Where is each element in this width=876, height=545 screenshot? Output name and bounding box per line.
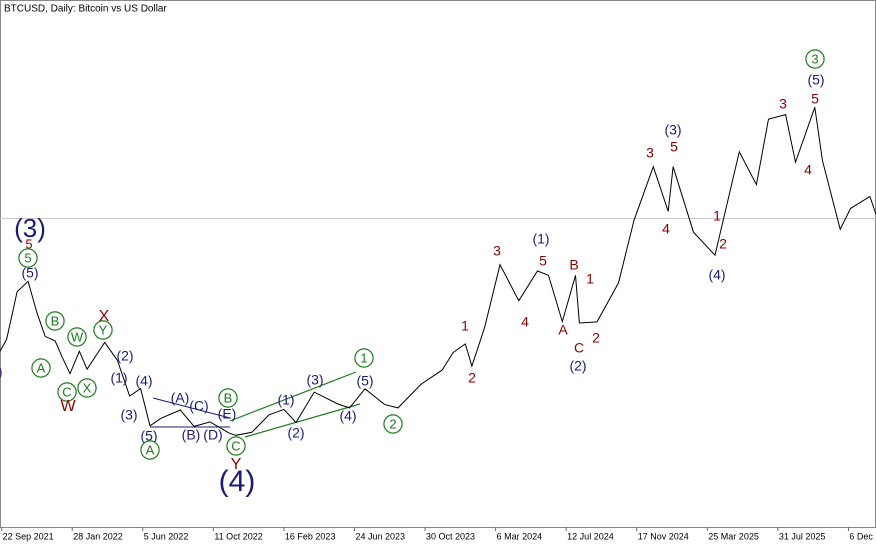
trend-line <box>152 397 231 419</box>
wave-label: (D) <box>203 427 222 443</box>
wave-label: 2 <box>389 416 396 431</box>
x-tick-label: 6 Mar 2024 <box>497 531 543 541</box>
wave-circle <box>57 382 77 402</box>
wave-label: 3 <box>646 145 654 161</box>
wave-circle <box>77 378 97 398</box>
wave-label: (1) <box>532 231 549 247</box>
wave-label: (5) <box>356 373 373 389</box>
wave-label: W <box>60 398 76 415</box>
wave-label: Y <box>231 456 242 473</box>
wave-label: C <box>574 340 584 356</box>
wave-label: Y <box>99 322 108 337</box>
wave-circle <box>67 327 87 347</box>
price-line <box>0 107 876 436</box>
trend-line <box>229 371 357 422</box>
wave-label: (C) <box>189 398 208 414</box>
x-tick-label: 12 Jul 2024 <box>567 531 614 541</box>
wave-label: 4 <box>521 314 529 330</box>
wave-circle <box>226 436 246 456</box>
wave-circle <box>218 388 238 408</box>
wave-label: (3) <box>306 372 323 388</box>
wave-label: 5 <box>811 91 819 107</box>
wave-label: 5 <box>670 139 678 155</box>
wave-label: 5 <box>24 250 31 265</box>
wave-label: (4) <box>339 408 356 424</box>
wave-label: X <box>83 380 92 395</box>
wave-label: (3) <box>664 122 681 138</box>
wave-label: 2 <box>592 330 600 346</box>
wave-label: (1) <box>277 392 294 408</box>
x-tick-label: 17 Nov 2024 <box>638 531 689 541</box>
wave-label: (4) <box>708 267 725 283</box>
x-tick-label: 28 Jan 2022 <box>73 531 123 541</box>
wave-label: 3 <box>811 51 818 66</box>
x-tick-label: 25 Mar 2025 <box>708 531 759 541</box>
trend-line <box>244 403 361 438</box>
x-tick-label: 6 Dec 2025 <box>849 531 876 541</box>
x-tick-label: 31 Jul 2025 <box>779 531 826 541</box>
wave-label: A <box>37 360 46 375</box>
x-tick-label: 11 Oct 2022 <box>214 531 262 541</box>
wave-label: B <box>224 390 233 405</box>
wave-label: (5) <box>807 72 824 88</box>
wave-circle <box>93 320 113 340</box>
wave-label: (4) <box>219 465 256 498</box>
wave-label: (E) <box>218 406 237 422</box>
wave-circle <box>805 49 825 69</box>
wave-label: 1 <box>586 271 594 287</box>
wave-label: (B) <box>182 427 201 443</box>
wave-circle <box>31 358 51 378</box>
wave-label: (2) <box>569 358 586 374</box>
x-tick-label: 24 Jun 2023 <box>355 531 405 541</box>
wave-label: (4) <box>0 364 3 380</box>
wave-label: (2) <box>287 425 304 441</box>
wave-label: C <box>231 438 240 453</box>
wave-circle <box>18 248 38 268</box>
wave-label: 2 <box>719 236 727 252</box>
wave-label: 1 <box>713 208 721 224</box>
wave-circle <box>45 311 65 331</box>
wave-label: (A) <box>171 390 190 406</box>
wave-label: 5 <box>539 253 547 269</box>
plot-frame <box>0 0 876 528</box>
wave-label: 5 <box>25 236 32 251</box>
x-tick-label: 22 Sep 2021 <box>3 531 54 541</box>
wave-label: (5) <box>21 265 38 281</box>
wave-label: 3 <box>779 96 787 112</box>
wave-label: A <box>558 322 568 338</box>
wave-label: (4) <box>135 373 152 389</box>
wave-circle <box>354 348 374 368</box>
wave-label: (3) <box>14 213 46 243</box>
x-tick-label: 30 Oct 2023 <box>426 531 475 541</box>
wave-label: B <box>51 313 60 328</box>
wave-label: (3) <box>120 407 137 423</box>
wave-circle <box>383 414 403 434</box>
wave-label: A <box>146 442 155 457</box>
wave-label: 4 <box>804 162 812 178</box>
wave-label: (2) <box>116 348 133 364</box>
wave-label: B <box>569 257 578 273</box>
wave-label: X <box>99 308 110 325</box>
wave-label: W <box>71 329 84 344</box>
x-tick-label: 16 Feb 2023 <box>285 531 336 541</box>
wave-circle <box>140 440 160 460</box>
wave-label: (5) <box>140 428 157 444</box>
wave-label: (1) <box>110 370 127 386</box>
wave-label: 1 <box>360 350 367 365</box>
chart-title: BTCUSD, Daily: Bitcoin vs US Dollar <box>4 4 167 15</box>
wave-label: 2 <box>468 370 476 386</box>
wave-label: C <box>62 384 71 399</box>
wave-label: 3 <box>493 243 501 259</box>
x-tick-label: 5 Jun 2022 <box>144 531 189 541</box>
wave-label: 4 <box>662 221 670 237</box>
wave-label: 1 <box>461 318 469 334</box>
